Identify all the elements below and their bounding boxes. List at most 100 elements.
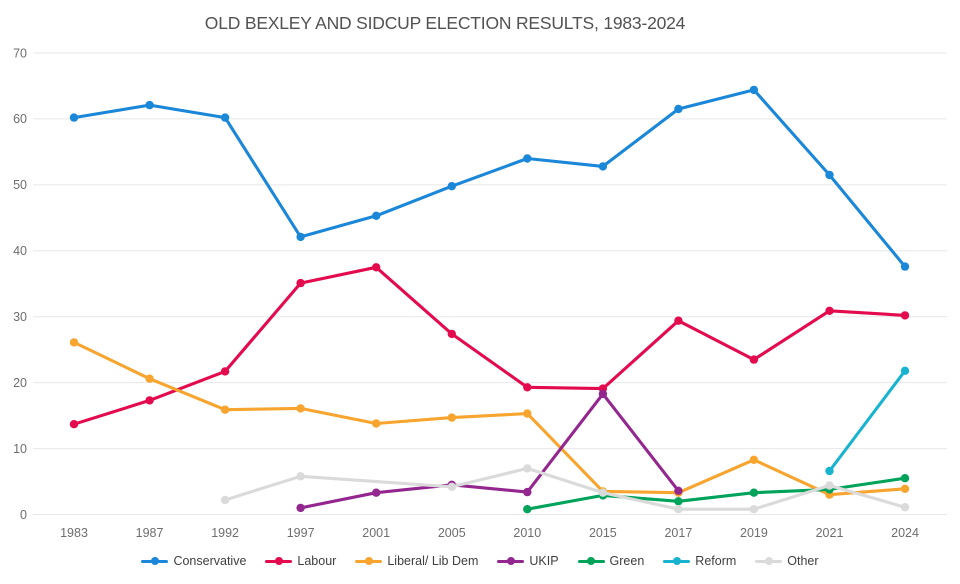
data-point-liberal-lib-dem: [296, 404, 305, 413]
data-point-ukip: [674, 486, 683, 495]
legend-marker-ukip-icon: [497, 556, 525, 566]
legend-dot-icon: [364, 557, 373, 565]
data-point-conservative: [825, 170, 834, 180]
legend-dot-icon: [506, 557, 515, 565]
series-line-ukip: [299, 392, 680, 510]
y-tick-20: 20: [13, 376, 27, 390]
data-point-liberal-lib-dem: [447, 413, 456, 422]
series-conservative: [69, 85, 910, 271]
series-other: [220, 464, 910, 514]
legend-marker-conservative-icon: [141, 556, 169, 566]
legend-dot-icon: [150, 557, 159, 565]
data-point-labour: [825, 306, 834, 315]
data-point-liberal-lib-dem: [69, 338, 79, 347]
data-point-liberal-lib-dem: [372, 419, 381, 428]
y-gridlines: [33, 52, 947, 515]
data-point-conservative: [296, 232, 305, 242]
data-point-other: [220, 495, 230, 505]
legend-marker-liberal-lib-dem-icon: [355, 556, 383, 566]
chart-legend: Conservative Labour Liberal/ Lib Dem UKIP Gr…: [0, 549, 960, 573]
legend-item-conservative: Conservative: [141, 554, 246, 568]
x-tick-1997: 1997: [287, 526, 315, 540]
legend-label-green: Green: [609, 554, 645, 568]
data-point-green: [900, 474, 910, 483]
data-point-conservative: [749, 85, 759, 95]
legend-item-reform: Reform: [663, 554, 736, 568]
legend-marker-green-icon: [577, 556, 605, 566]
x-tick-1987: 1987: [136, 526, 164, 540]
legend-label-other: Other: [787, 554, 819, 568]
x-tick-1983: 1983: [60, 526, 88, 540]
data-point-conservative: [145, 100, 154, 110]
data-point-other: [674, 505, 683, 514]
legend-dot-icon: [672, 557, 681, 565]
data-point-liberal-lib-dem: [749, 455, 759, 464]
data-point-green: [674, 497, 683, 506]
data-point-conservative: [523, 154, 532, 163]
data-series-layer: [69, 85, 910, 514]
legend-item-ukip: UKIP: [497, 554, 559, 568]
data-point-liberal-lib-dem: [145, 374, 154, 383]
legend-dot-icon: [587, 557, 596, 565]
data-point-labour: [145, 396, 154, 405]
x-tick-2021: 2021: [816, 526, 844, 540]
series-reform: [825, 366, 910, 476]
data-point-labour: [372, 263, 381, 272]
chart-title: OLD BEXLEY AND SIDCUP ELECTION RESULTS, …: [204, 13, 686, 33]
data-point-other: [825, 481, 834, 490]
data-point-other: [296, 472, 305, 481]
data-point-conservative: [372, 211, 381, 220]
data-point-ukip: [523, 487, 532, 497]
legend-label-conservative: Conservative: [173, 554, 247, 568]
x-tick-2005: 2005: [438, 526, 466, 540]
data-point-liberal-lib-dem: [523, 409, 532, 418]
data-point-ukip: [372, 488, 381, 497]
data-point-conservative: [598, 162, 608, 171]
data-point-conservative: [220, 113, 230, 122]
data-point-ukip: [296, 503, 305, 513]
legend-item-labour: Labour: [265, 554, 336, 568]
data-point-labour: [523, 383, 532, 392]
legend-label-liberal-lib-dem: Liberal/ Lib Dem: [387, 554, 479, 568]
data-point-labour: [447, 329, 456, 339]
data-point-reform: [825, 466, 834, 476]
series-labour: [69, 263, 910, 429]
x-axis-tick-labels: 1983 1987 1992 1997 2001 2005 2010 2015 2017 2019…: [60, 526, 919, 540]
data-point-conservative: [900, 262, 910, 271]
legend-dot-icon: [764, 557, 773, 565]
y-tick-60: 60: [13, 112, 27, 126]
data-point-labour: [69, 420, 79, 429]
series-line-conservative: [72, 88, 907, 269]
x-tick-2001: 2001: [362, 526, 390, 540]
data-point-labour: [900, 311, 910, 320]
y-tick-70: 70: [13, 46, 27, 60]
legend-dot-icon: [274, 557, 283, 565]
data-point-other: [523, 464, 532, 473]
data-point-liberal-lib-dem: [900, 484, 910, 493]
series-line-reform: [827, 369, 907, 473]
data-point-labour: [674, 316, 683, 325]
x-tick-2017: 2017: [664, 526, 692, 540]
legend-label-labour: Labour: [297, 554, 337, 568]
series-line-liberal-lib-dem: [72, 340, 907, 497]
y-tick-40: 40: [13, 244, 27, 258]
data-point-other: [598, 488, 608, 497]
x-tick-2010: 2010: [513, 526, 541, 540]
data-point-green: [749, 488, 759, 497]
data-point-conservative: [447, 182, 456, 191]
data-point-liberal-lib-dem: [220, 405, 230, 414]
x-tick-2024: 2024: [891, 526, 919, 540]
data-point-ukip: [598, 389, 608, 399]
data-point-other: [749, 505, 759, 514]
y-tick-10: 10: [13, 442, 27, 456]
legend-marker-labour-icon: [265, 556, 293, 566]
data-point-reform: [900, 366, 910, 375]
legend-item-other: Other: [755, 554, 819, 568]
data-point-other: [447, 482, 456, 491]
x-tick-2019: 2019: [740, 526, 768, 540]
legend-marker-other-icon: [755, 556, 783, 566]
data-point-green: [523, 505, 532, 514]
data-point-labour: [296, 278, 305, 288]
data-point-conservative: [69, 113, 79, 122]
y-tick-30: 30: [13, 310, 27, 324]
